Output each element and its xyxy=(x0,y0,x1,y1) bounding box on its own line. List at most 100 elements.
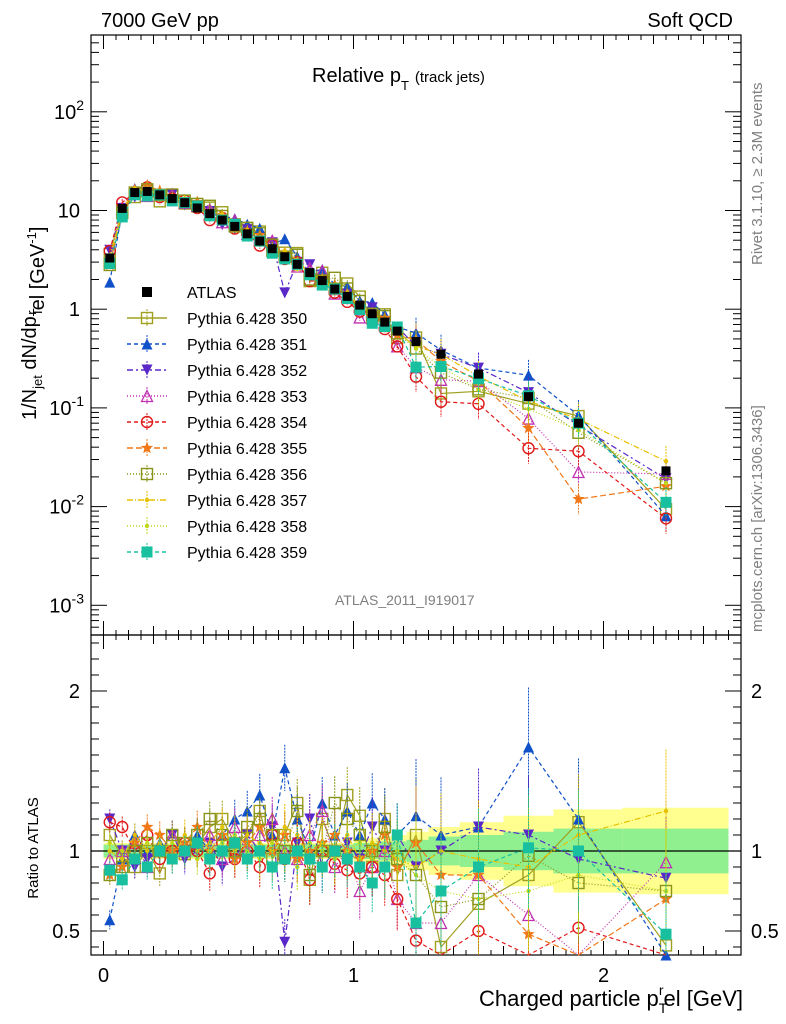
ratio-point xyxy=(232,832,237,838)
legend-marker xyxy=(144,523,150,529)
main-point xyxy=(659,479,673,492)
ratio-point xyxy=(279,762,291,774)
x-tick-label: 0 xyxy=(98,965,109,987)
ratio-point xyxy=(523,842,534,854)
ratio-point xyxy=(473,861,484,873)
legend-label: Pythia 6.428 358 xyxy=(187,519,307,536)
atlas-point xyxy=(380,317,390,327)
legend-marker xyxy=(141,364,153,376)
ratio-point xyxy=(573,845,584,857)
ratio-point xyxy=(154,845,166,857)
legend-label: Pythia 6.428 359 xyxy=(187,545,307,562)
ratio-point xyxy=(257,856,262,862)
header-left: 7000 GeV pp xyxy=(101,10,219,32)
ratio-point xyxy=(254,845,266,857)
ratio-point xyxy=(266,861,278,873)
legend-marker xyxy=(140,415,154,429)
ratio-point xyxy=(382,848,387,854)
main-point xyxy=(572,492,585,505)
ratio-point xyxy=(282,824,287,830)
ratio-plot: 0 1 2 0.5 0.5 1 1 2 2 xyxy=(52,634,779,987)
x-axis-title: Charged particle pTrel [GeV] xyxy=(479,982,743,1016)
ratio-point xyxy=(663,808,669,814)
main-y-axis-title: 1/Njet dN/dpTrel [GeV-1] xyxy=(19,227,49,420)
legend-label: Pythia 6.428 351 xyxy=(187,337,307,354)
legend-label: Pythia 6.428 353 xyxy=(187,389,307,406)
ratio-point xyxy=(576,832,581,838)
ratio-point xyxy=(279,853,291,865)
atlas-point xyxy=(205,209,215,219)
atlas-point xyxy=(367,309,377,319)
ratio-point xyxy=(315,804,329,818)
ratio-point xyxy=(129,853,141,865)
ratio-point xyxy=(203,812,216,826)
y-tick-label-ratio-right: 0.5 xyxy=(751,921,779,943)
atlas-point xyxy=(117,203,127,213)
ratio-point xyxy=(660,928,672,940)
plot-title-sub: T xyxy=(401,78,409,93)
legend-label: Pythia 6.428 350 xyxy=(187,311,307,328)
ratio-point xyxy=(341,853,353,865)
ratio-point xyxy=(107,840,112,846)
ratio-point xyxy=(191,837,203,849)
main-point xyxy=(660,496,672,508)
y-tick-label-ratio-right: 1 xyxy=(751,841,762,863)
legend-label: Pythia 6.428 356 xyxy=(187,467,307,484)
main-point xyxy=(663,459,669,464)
main-series-line xyxy=(109,192,667,480)
ratio-point xyxy=(216,845,228,857)
ratio-point xyxy=(104,914,116,926)
ratio-point xyxy=(523,741,534,753)
main-point xyxy=(266,247,278,259)
main-point xyxy=(379,321,391,333)
ratio-point xyxy=(413,872,419,878)
ratio-point xyxy=(366,877,378,889)
ratio-point xyxy=(104,864,116,876)
main-point xyxy=(391,340,404,353)
ratio-point xyxy=(254,789,266,801)
legend-marker xyxy=(142,287,152,297)
ratio-point xyxy=(378,828,391,841)
atlas-point xyxy=(267,244,277,254)
legend-marker xyxy=(140,467,154,481)
ratio-point xyxy=(204,853,216,865)
atlas-point xyxy=(355,300,365,310)
y-tick-label-ratio: 2 xyxy=(69,681,80,703)
main-point xyxy=(476,387,481,392)
main-point xyxy=(523,369,534,381)
atlas-point xyxy=(330,284,340,294)
ratio-point xyxy=(316,861,328,873)
ratio-point xyxy=(107,848,112,854)
main-point xyxy=(366,317,378,329)
y-tick-label-ratio: 1 xyxy=(69,841,80,863)
atlas-point xyxy=(167,194,177,204)
atlas-point xyxy=(105,253,115,263)
plot-title-main: Relative p xyxy=(312,65,401,87)
atlas-point xyxy=(474,369,483,379)
ratio-point xyxy=(141,820,154,833)
ratio-point xyxy=(366,797,378,809)
y-tick-label-main: 10 xyxy=(58,200,80,222)
atlas-point xyxy=(436,349,446,359)
ratio-point xyxy=(170,840,175,846)
ratio-point xyxy=(116,874,128,886)
ratio-point xyxy=(370,856,375,862)
atlas-point xyxy=(192,203,202,213)
main-point xyxy=(522,442,535,455)
ratio-point xyxy=(410,917,422,929)
x-tick-label: 1 xyxy=(348,965,359,987)
legend-marker xyxy=(141,338,153,350)
ratio-point xyxy=(279,936,291,948)
main-plot: 10-3 10-2 10-1 1 10 102 xyxy=(49,34,742,636)
ratio-point xyxy=(253,812,266,826)
legend-marker xyxy=(140,441,154,454)
atlas-point xyxy=(524,392,533,402)
legend: ATLAS Pythia 6.428 350 Pythia 6.428 351 Pyt… xyxy=(127,285,307,562)
main-point xyxy=(522,421,535,434)
atlas-point xyxy=(317,276,327,286)
main-point xyxy=(328,271,341,285)
atlas-point xyxy=(230,221,240,231)
legend-marker xyxy=(141,546,153,558)
ratio-point xyxy=(145,848,150,854)
side-label-bottom: mcplots.cern.ch [arXiv:1306.3436] xyxy=(749,405,766,632)
